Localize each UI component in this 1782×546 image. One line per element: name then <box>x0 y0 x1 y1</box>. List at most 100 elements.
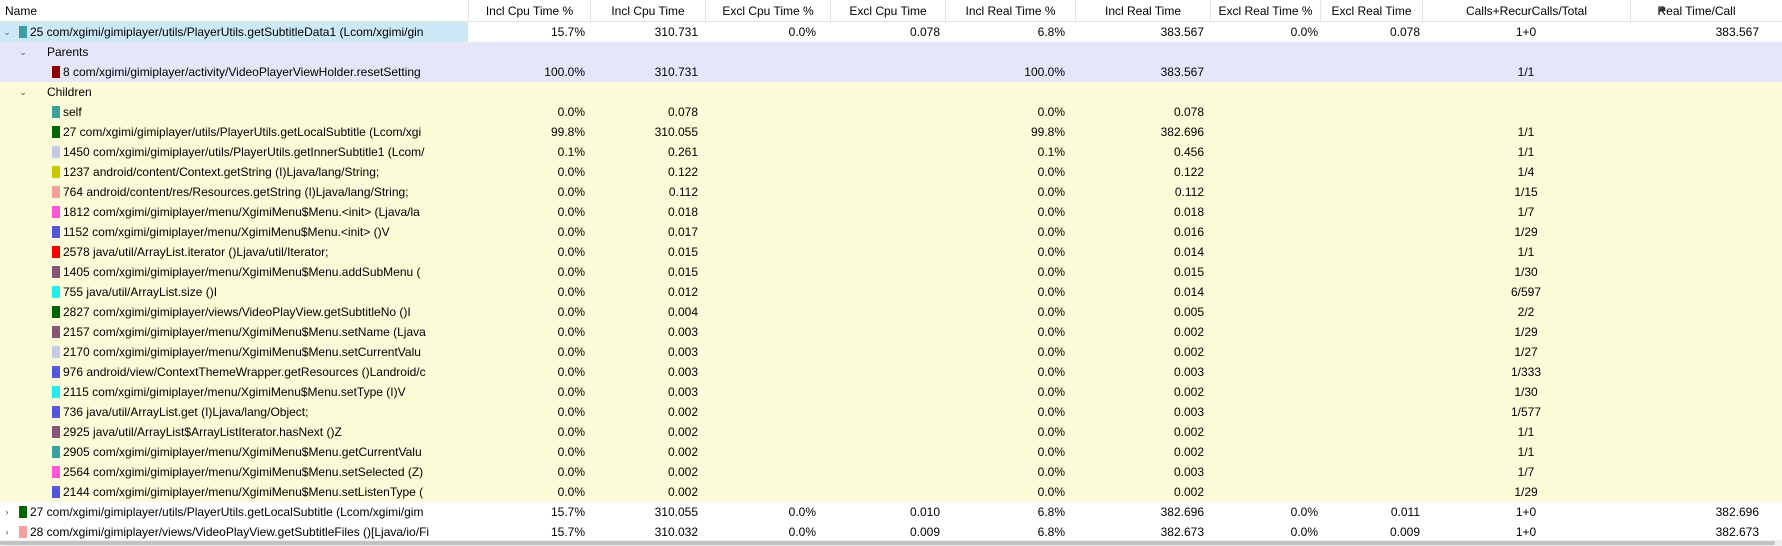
name-cell[interactable]: 1405 com/xgimi/gimiplayer/menu/XgimiMenu… <box>0 262 468 282</box>
name-cell[interactable]: 764 android/content/res/Resources.getStr… <box>0 182 468 202</box>
table-row[interactable]: 1152 com/xgimi/gimiplayer/menu/XgimiMenu… <box>0 222 1782 242</box>
excl-cpu-time-cell <box>830 222 946 242</box>
real-time-per-call-cell <box>1630 182 1765 202</box>
name-cell[interactable]: 1152 com/xgimi/gimiplayer/menu/XgimiMenu… <box>0 222 468 242</box>
table-row[interactable]: 1812 com/xgimi/gimiplayer/menu/XgimiMenu… <box>0 202 1782 222</box>
name-cell[interactable]: self <box>0 102 468 122</box>
name-cell[interactable]: 1450 com/xgimi/gimiplayer/utils/PlayerUt… <box>0 142 468 162</box>
name-cell[interactable]: › 28 com/xgimi/gimiplayer/views/VideoPlay… <box>0 522 468 542</box>
incl-real-time-cell: 0.112 <box>1174 185 1204 199</box>
name-cell[interactable]: 8 com/xgimi/gimiplayer/activity/VideoPla… <box>0 62 468 82</box>
table-row[interactable]: 2925 java/util/ArrayList$ArrayListIterat… <box>0 422 1782 442</box>
excl-cpu-pct-cell <box>705 42 822 62</box>
real-time-per-call-cell <box>1630 422 1765 442</box>
table-row[interactable]: 2170 com/xgimi/gimiplayer/menu/XgimiMenu… <box>0 342 1782 362</box>
header-excl-cpu-pct[interactable]: Excl Cpu Time % <box>705 0 830 22</box>
header-excl-real-pct[interactable]: Excl Real Time % <box>1210 0 1320 22</box>
excl-cpu-pct-cell <box>705 182 822 202</box>
table-row[interactable]: 764 android/content/res/Resources.getStr… <box>0 182 1782 202</box>
table-row[interactable]: › 28 com/xgimi/gimiplayer/views/VideoPlay… <box>0 522 1782 542</box>
excl-real-time-cell <box>1320 282 1426 302</box>
excl-real-time-cell <box>1320 122 1426 142</box>
table-row[interactable]: 8 com/xgimi/gimiplayer/activity/VideoPla… <box>0 62 1782 82</box>
excl-real-time-cell <box>1320 442 1426 462</box>
name-cell[interactable]: 27 com/xgimi/gimiplayer/utils/PlayerUtil… <box>0 122 468 142</box>
color-swatch-icon <box>52 326 60 338</box>
excl-real-time-cell <box>1320 422 1426 442</box>
table-row[interactable]: 2905 com/xgimi/gimiplayer/menu/XgimiMenu… <box>0 442 1782 462</box>
header-excl-real-time[interactable]: Excl Real Time <box>1320 0 1422 22</box>
table-row[interactable]: 2144 com/xgimi/gimiplayer/menu/XgimiMenu… <box>0 482 1782 502</box>
scrollbar-thumb[interactable] <box>0 541 1775 545</box>
header-name[interactable]: Name <box>5 4 38 18</box>
table-row[interactable]: 1237 android/content/Context.getString (… <box>0 162 1782 182</box>
calls-total-cell: 1/1 <box>1517 425 1535 439</box>
excl-real-pct-cell <box>1210 382 1324 402</box>
incl-real-pct-cell: 0.0% <box>1037 165 1065 179</box>
calls-total-cell: 1+0 <box>1515 25 1537 39</box>
real-time-per-call-cell <box>1630 82 1765 102</box>
name-cell[interactable]: › 27 com/xgimi/gimiplayer/utils/PlayerUti… <box>0 502 468 522</box>
excl-real-time-cell <box>1320 342 1426 362</box>
name-cell[interactable]: 2578 java/util/ArrayList.iterator ()Ljav… <box>0 242 468 262</box>
name-cell[interactable]: ⌄ Children <box>0 82 468 102</box>
name-cell[interactable]: 2905 com/xgimi/gimiplayer/menu/XgimiMenu… <box>0 442 468 462</box>
name-cell[interactable]: 2115 com/xgimi/gimiplayer/menu/XgimiMenu… <box>0 382 468 402</box>
table-row[interactable]: self 0.0% 0.078 0.0% 0.078 <box>0 102 1782 122</box>
table-row[interactable]: › 27 com/xgimi/gimiplayer/utils/PlayerUti… <box>0 502 1782 522</box>
color-swatch-icon <box>52 126 60 138</box>
excl-real-pct-cell <box>1210 62 1324 82</box>
name-cell[interactable]: 1237 android/content/Context.getString (… <box>0 162 468 182</box>
table-row[interactable]: 2578 java/util/ArrayList.iterator ()Ljav… <box>0 242 1782 262</box>
header-incl-cpu-time[interactable]: Incl Cpu Time <box>590 0 705 22</box>
chevron-down-icon[interactable]: ⌄ <box>19 87 27 97</box>
name-cell[interactable]: 2925 java/util/ArrayList$ArrayListIterat… <box>0 422 468 442</box>
table-row[interactable]: 755 java/util/ArrayList.size ()I 0.0% 0.01… <box>0 282 1782 302</box>
excl-real-time-cell <box>1320 82 1426 102</box>
name-cell[interactable]: 755 java/util/ArrayList.size ()I <box>0 282 468 302</box>
chevron-down-icon[interactable]: ⌄ <box>3 27 11 37</box>
excl-real-time-cell <box>1320 382 1426 402</box>
calls-total-cell: 6/597 <box>1510 285 1542 299</box>
name-cell[interactable]: ⌄ 25 com/xgimi/gimiplayer/utils/PlayerUti… <box>0 22 468 42</box>
table-row[interactable]: ⌄ Parents <box>0 42 1782 62</box>
table-row[interactable]: 736 java/util/ArrayList.get (I)Ljava/lan… <box>0 402 1782 422</box>
chevron-down-icon[interactable]: ⌄ <box>19 47 27 57</box>
incl-cpu-time-cell: 0.002 <box>667 405 698 419</box>
calls-total-cell: 1/15 <box>1514 185 1538 199</box>
real-time-per-call-cell <box>1630 162 1765 182</box>
real-time-per-call-cell <box>1630 342 1765 362</box>
excl-real-pct-cell <box>1210 442 1324 462</box>
real-time-per-call-cell <box>1630 242 1765 262</box>
table-row[interactable]: 2564 com/xgimi/gimiplayer/menu/XgimiMenu… <box>0 462 1782 482</box>
header-calls[interactable]: Calls+RecurCalls/Total <box>1422 0 1630 22</box>
name-cell[interactable]: ⌄ Parents <box>0 42 468 62</box>
table-row[interactable]: 27 com/xgimi/gimiplayer/utils/PlayerUtil… <box>0 122 1782 142</box>
table-row[interactable]: ⌄ 25 com/xgimi/gimiplayer/utils/PlayerUti… <box>0 22 1782 42</box>
header-excl-cpu-time[interactable]: Excl Cpu Time <box>830 0 945 22</box>
table-row[interactable]: 2157 com/xgimi/gimiplayer/menu/XgimiMenu… <box>0 322 1782 342</box>
name-cell[interactable]: 736 java/util/ArrayList.get (I)Ljava/lan… <box>0 402 468 422</box>
header-incl-real-pct[interactable]: Incl Real Time % <box>945 0 1075 22</box>
table-row[interactable]: 2115 com/xgimi/gimiplayer/menu/XgimiMenu… <box>0 382 1782 402</box>
chevron-right-icon[interactable]: › <box>5 507 9 517</box>
name-cell[interactable]: 1812 com/xgimi/gimiplayer/menu/XgimiMenu… <box>0 202 468 222</box>
table-row[interactable]: 2827 com/xgimi/gimiplayer/views/VideoPla… <box>0 302 1782 322</box>
incl-cpu-time-cell: 0.002 <box>667 465 698 479</box>
excl-cpu-time-cell <box>830 162 946 182</box>
table-row[interactable]: ⌄ Children <box>0 82 1782 102</box>
chevron-right-icon[interactable]: › <box>5 527 9 537</box>
header-incl-real-time[interactable]: Incl Real Time <box>1075 0 1210 22</box>
name-cell[interactable]: 2144 com/xgimi/gimiplayer/menu/XgimiMenu… <box>0 482 468 502</box>
table-row[interactable]: 1405 com/xgimi/gimiplayer/menu/XgimiMenu… <box>0 262 1782 282</box>
name-cell[interactable]: 2170 com/xgimi/gimiplayer/menu/XgimiMenu… <box>0 342 468 362</box>
name-cell[interactable]: 2827 com/xgimi/gimiplayer/views/VideoPla… <box>0 302 468 322</box>
name-cell[interactable]: 976 android/view/ContextThemeWrapper.get… <box>0 362 468 382</box>
excl-real-pct-cell: 0.0% <box>1290 25 1318 39</box>
header-real-time-per-call[interactable]: Real Time/Call <box>1630 0 1762 22</box>
header-incl-cpu-pct[interactable]: Incl Cpu Time % <box>468 0 590 22</box>
table-row[interactable]: 976 android/view/ContextThemeWrapper.get… <box>0 362 1782 382</box>
table-row[interactable]: 1450 com/xgimi/gimiplayer/utils/PlayerUt… <box>0 142 1782 162</box>
name-cell[interactable]: 2157 com/xgimi/gimiplayer/menu/XgimiMenu… <box>0 322 468 342</box>
name-cell[interactable]: 2564 com/xgimi/gimiplayer/menu/XgimiMenu… <box>0 462 468 482</box>
